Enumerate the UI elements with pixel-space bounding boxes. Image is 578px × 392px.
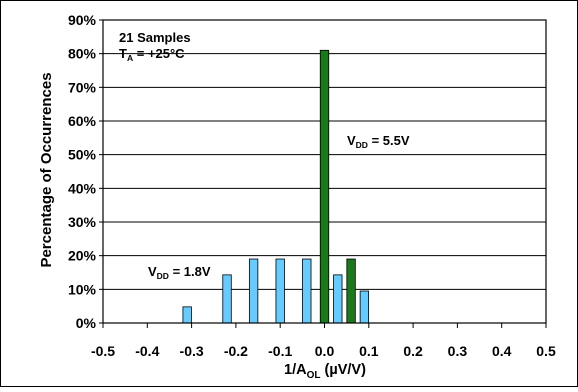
y-tick-label: 60%	[68, 113, 97, 129]
y-tick-label: 0%	[76, 315, 97, 331]
y-tick-label: 90%	[68, 12, 97, 28]
x-tick-label: -0.3	[180, 343, 204, 359]
y-tick-label: 20%	[68, 248, 97, 264]
x-tick-label: -0.5	[91, 343, 115, 359]
bar-vdd-5-5v	[319, 49, 330, 324]
bar-vdd-1-8v	[333, 274, 343, 324]
axis-ticks: 0% 10% 20% 30% 40% 50% 60% 70% 80% 90% -0.5 -0.4 -0.…	[68, 12, 556, 359]
y-axis-title: Percentage of Occurrences	[38, 72, 55, 267]
x-tick-label: 0.2	[403, 343, 423, 359]
x-tick-label: 0.1	[359, 343, 379, 359]
x-tick-label: -0.2	[224, 343, 248, 359]
x-tick-label: -0.1	[268, 343, 292, 359]
x-tick-label: 0.3	[448, 343, 468, 359]
x-tick-label: 0.0	[315, 343, 335, 359]
y-tick-label: 10%	[68, 281, 97, 297]
x-tick-label: 0.4	[492, 343, 512, 359]
bar-vdd-5-5v	[346, 258, 356, 324]
series-label-vdd-1-8v: VDD = 1.8V	[148, 264, 211, 281]
x-tick-label: -0.4	[135, 343, 159, 359]
temperature-label: TA = +25°C	[119, 46, 185, 63]
y-tick-label: 80%	[68, 46, 97, 62]
y-tick-label: 30%	[68, 214, 97, 230]
bar-vdd-1-8v	[222, 274, 232, 324]
series-label-vdd-5-5v: VDD = 5.5V	[347, 133, 410, 150]
x-axis-title: 1/AOL (µV/V)	[284, 362, 366, 381]
bar-vdd-1-8v	[302, 258, 312, 324]
y-tick-label: 50%	[68, 147, 97, 163]
y-tick-label: 40%	[68, 180, 97, 196]
bar-group	[182, 49, 370, 324]
y-tick-label: 70%	[68, 79, 97, 95]
x-tick-label: 0.5	[536, 343, 556, 359]
bar-vdd-1-8v	[275, 258, 285, 324]
bar-vdd-1-8v	[359, 290, 370, 324]
bar-vdd-1-8v	[182, 306, 192, 324]
sample-count-label: 21 Samples	[119, 30, 191, 45]
bar-vdd-1-8v	[248, 258, 259, 324]
